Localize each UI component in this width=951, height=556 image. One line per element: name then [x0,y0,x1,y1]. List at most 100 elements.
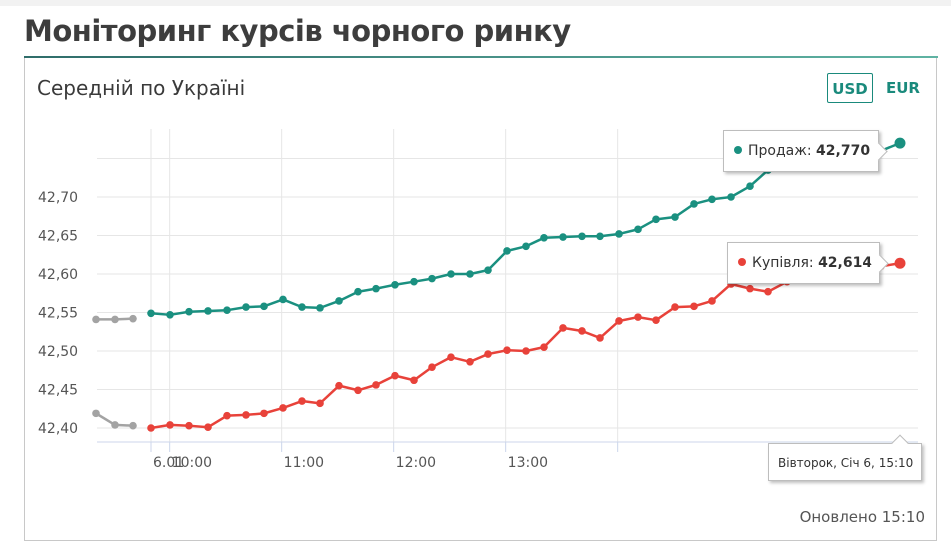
data-point[interactable] [708,195,716,204]
sell-tooltip-value: 42,770 [816,143,871,159]
data-point[interactable] [279,295,287,304]
sell-tooltip: Продаж: 42,770 [723,130,888,172]
title-divider [24,56,938,58]
data-point[interactable] [111,315,119,324]
data-point[interactable] [335,297,343,305]
data-point[interactable] [391,371,399,380]
data-point[interactable] [447,353,455,361]
data-point[interactable] [242,303,250,311]
data-point[interactable] [484,350,492,358]
y-tick-label: 42,40 [38,421,78,437]
data-point[interactable] [615,317,623,325]
y-tick-label: 42,45 [38,383,78,399]
data-point[interactable] [522,242,530,251]
data-point[interactable] [764,287,772,296]
currency-eur-button[interactable]: EUR [886,79,920,97]
data-point[interactable] [894,257,906,269]
data-point[interactable] [690,200,698,208]
data-point[interactable] [166,421,174,429]
data-point[interactable] [522,347,530,355]
data-point[interactable] [204,423,212,432]
data-point[interactable] [671,213,679,221]
data-point[interactable] [129,421,137,430]
data-point[interactable] [634,313,642,321]
data-point[interactable] [223,306,231,314]
buy-tooltip: Купівля: 42,614 [727,242,889,284]
data-point[interactable] [166,311,174,319]
y-axis-labels: 42,40 42,45 42,50 42,55 42,60 42,65 42,70 [38,190,78,437]
data-point[interactable] [410,376,418,385]
data-point[interactable] [894,137,906,149]
top-bar [0,0,951,6]
data-point[interactable] [410,277,418,286]
sell-legend-dot-icon [734,146,742,154]
data-point[interactable] [578,232,586,241]
data-point[interactable] [92,409,100,418]
data-point[interactable] [129,314,137,323]
data-point[interactable] [204,307,212,315]
data-point[interactable] [503,346,511,355]
data-point[interactable] [578,327,586,335]
data-point[interactable] [746,284,754,293]
data-point[interactable] [540,343,548,351]
data-point[interactable] [335,381,343,390]
x-tick-label: 11:00 [284,455,324,471]
data-point[interactable] [466,357,474,366]
currency-usd-button[interactable]: USD [827,73,873,103]
chart-grid [97,129,918,442]
buy-tooltip-label: Купівля: [752,255,814,271]
y-tick-label: 42,55 [38,306,78,322]
data-point[interactable] [746,182,754,191]
x-tick-label: 13:00 [508,455,548,471]
data-point[interactable] [391,280,399,289]
data-point[interactable] [652,316,660,325]
y-tick-label: 42,60 [38,267,78,283]
data-point[interactable] [354,287,362,296]
data-point[interactable] [503,247,511,255]
data-point[interactable] [372,284,380,293]
data-point[interactable] [185,307,193,316]
data-point[interactable] [596,334,604,342]
date-tooltip: Вівторок, Січ 6, 15:10 [768,434,922,481]
sell-tooltip-label: Продаж: [748,143,812,159]
data-point[interactable] [708,297,716,305]
data-point[interactable] [147,424,155,432]
data-point[interactable] [615,230,623,238]
data-point[interactable] [242,411,250,419]
data-point[interactable] [185,421,193,430]
data-point[interactable] [111,421,119,429]
data-point[interactable] [260,409,268,418]
data-point[interactable] [559,324,567,332]
data-point[interactable] [223,411,231,420]
data-point[interactable] [634,225,642,234]
data-point[interactable] [559,233,567,241]
data-point[interactable] [540,234,548,242]
data-point[interactable] [447,270,455,278]
buy-legend-dot-icon [738,258,746,266]
data-point[interactable] [316,399,324,408]
data-point[interactable] [428,274,436,283]
data-point[interactable] [671,303,679,311]
data-point[interactable] [354,386,362,395]
data-point[interactable] [92,315,100,324]
series-line [150,261,901,430]
data-point[interactable] [316,304,324,312]
data-point[interactable] [279,404,287,412]
data-point[interactable] [690,302,698,311]
x-tick-label: 12:00 [396,455,436,471]
data-point[interactable] [727,193,735,201]
data-point[interactable] [596,232,604,241]
updated-timestamp: Оновлено 15:10 [799,508,925,526]
data-point[interactable] [466,270,474,278]
data-point[interactable] [260,302,268,311]
data-point[interactable] [147,309,155,318]
data-point[interactable] [298,303,306,311]
data-point[interactable] [372,381,380,389]
data-point[interactable] [652,215,660,224]
data-point[interactable] [484,266,492,274]
data-point[interactable] [428,363,436,371]
card-title: Середній по Україні [37,76,246,100]
data-point[interactable] [298,397,306,405]
